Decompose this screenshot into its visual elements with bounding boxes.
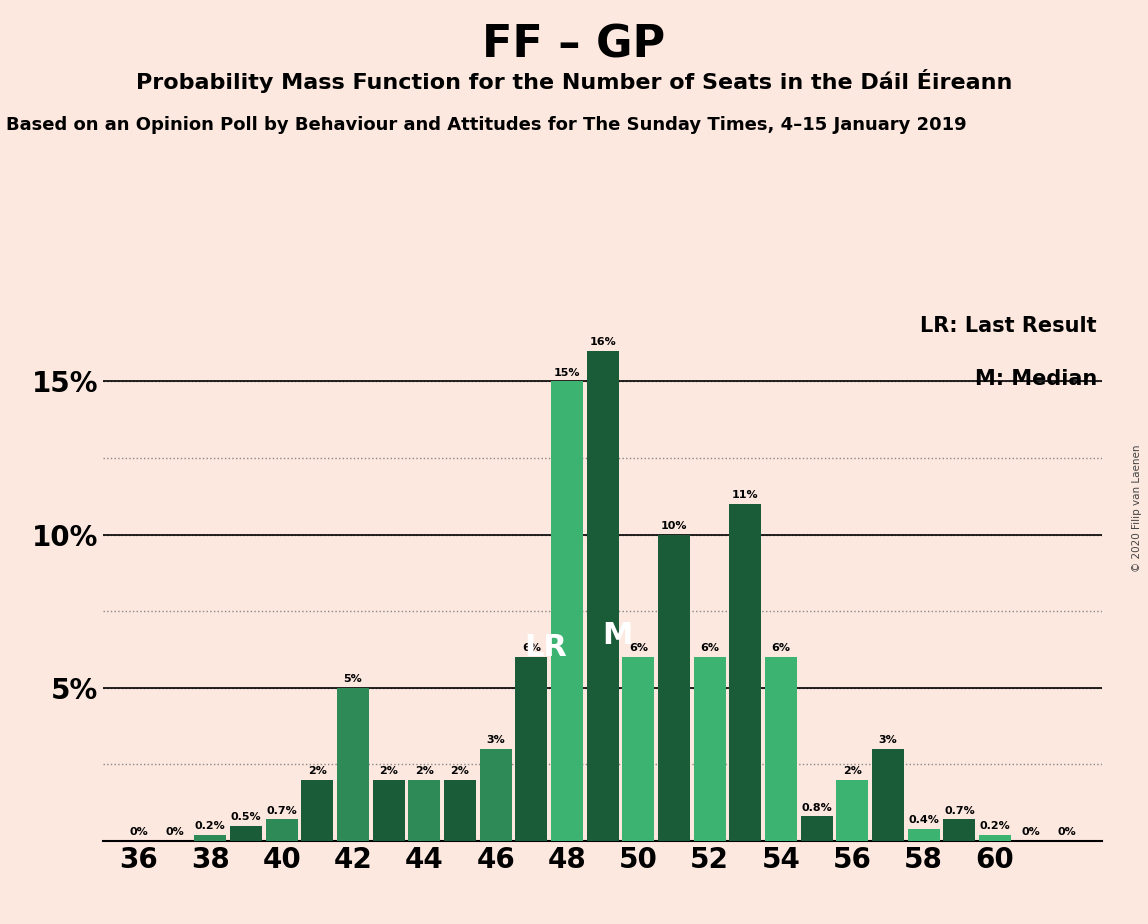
Bar [551,382,583,841]
Text: 11%: 11% [732,491,759,500]
Bar [837,780,868,841]
Text: 6%: 6% [771,643,791,653]
Bar [230,825,262,841]
Text: 5%: 5% [343,674,363,684]
Text: 3%: 3% [487,736,505,746]
Text: 6%: 6% [700,643,719,653]
Bar [693,657,726,841]
Bar [409,780,441,841]
Text: 6%: 6% [522,643,541,653]
Text: 0.7%: 0.7% [266,806,297,816]
Text: 0.7%: 0.7% [944,806,975,816]
Text: 0%: 0% [1057,827,1076,837]
Text: 0.2%: 0.2% [195,821,226,831]
Bar [515,657,548,841]
Bar [765,657,797,841]
Bar [908,829,940,841]
Bar [729,504,761,841]
Bar [265,820,297,841]
Text: © 2020 Filip van Laenen: © 2020 Filip van Laenen [1132,444,1142,572]
Text: LR: Last Result: LR: Last Result [921,316,1097,335]
Text: 0%: 0% [130,827,148,837]
Text: LR: LR [525,634,567,663]
Text: 0%: 0% [165,827,184,837]
Bar [800,816,832,841]
Bar [587,351,619,841]
Text: 16%: 16% [589,337,616,347]
Bar [944,820,976,841]
Bar [979,834,1011,841]
Text: 10%: 10% [661,521,688,531]
Bar [658,535,690,841]
Text: 0.2%: 0.2% [979,821,1010,831]
Bar [622,657,654,841]
Bar [444,780,476,841]
Text: FF – GP: FF – GP [482,23,666,67]
Text: 3%: 3% [878,736,898,746]
Text: 2%: 2% [379,766,398,776]
Bar [872,749,905,841]
Text: Based on an Opinion Poll by Behaviour and Attitudes for The Sunday Times, 4–15 J: Based on an Opinion Poll by Behaviour an… [6,116,967,133]
Bar [301,780,333,841]
Text: M: M [603,621,633,650]
Text: 2%: 2% [414,766,434,776]
Text: 6%: 6% [629,643,647,653]
Text: 15%: 15% [553,368,580,378]
Text: 2%: 2% [450,766,470,776]
Text: 0.5%: 0.5% [231,812,262,821]
Bar [480,749,512,841]
Text: 2%: 2% [308,766,327,776]
Bar [373,780,405,841]
Text: 0.8%: 0.8% [801,803,832,813]
Bar [338,687,369,841]
Text: 2%: 2% [843,766,862,776]
Bar [194,834,226,841]
Text: Probability Mass Function for the Number of Seats in the Dáil Éireann: Probability Mass Function for the Number… [135,69,1013,93]
Text: 0.4%: 0.4% [908,815,939,825]
Text: 0%: 0% [1022,827,1040,837]
Text: M: Median: M: Median [975,370,1097,389]
